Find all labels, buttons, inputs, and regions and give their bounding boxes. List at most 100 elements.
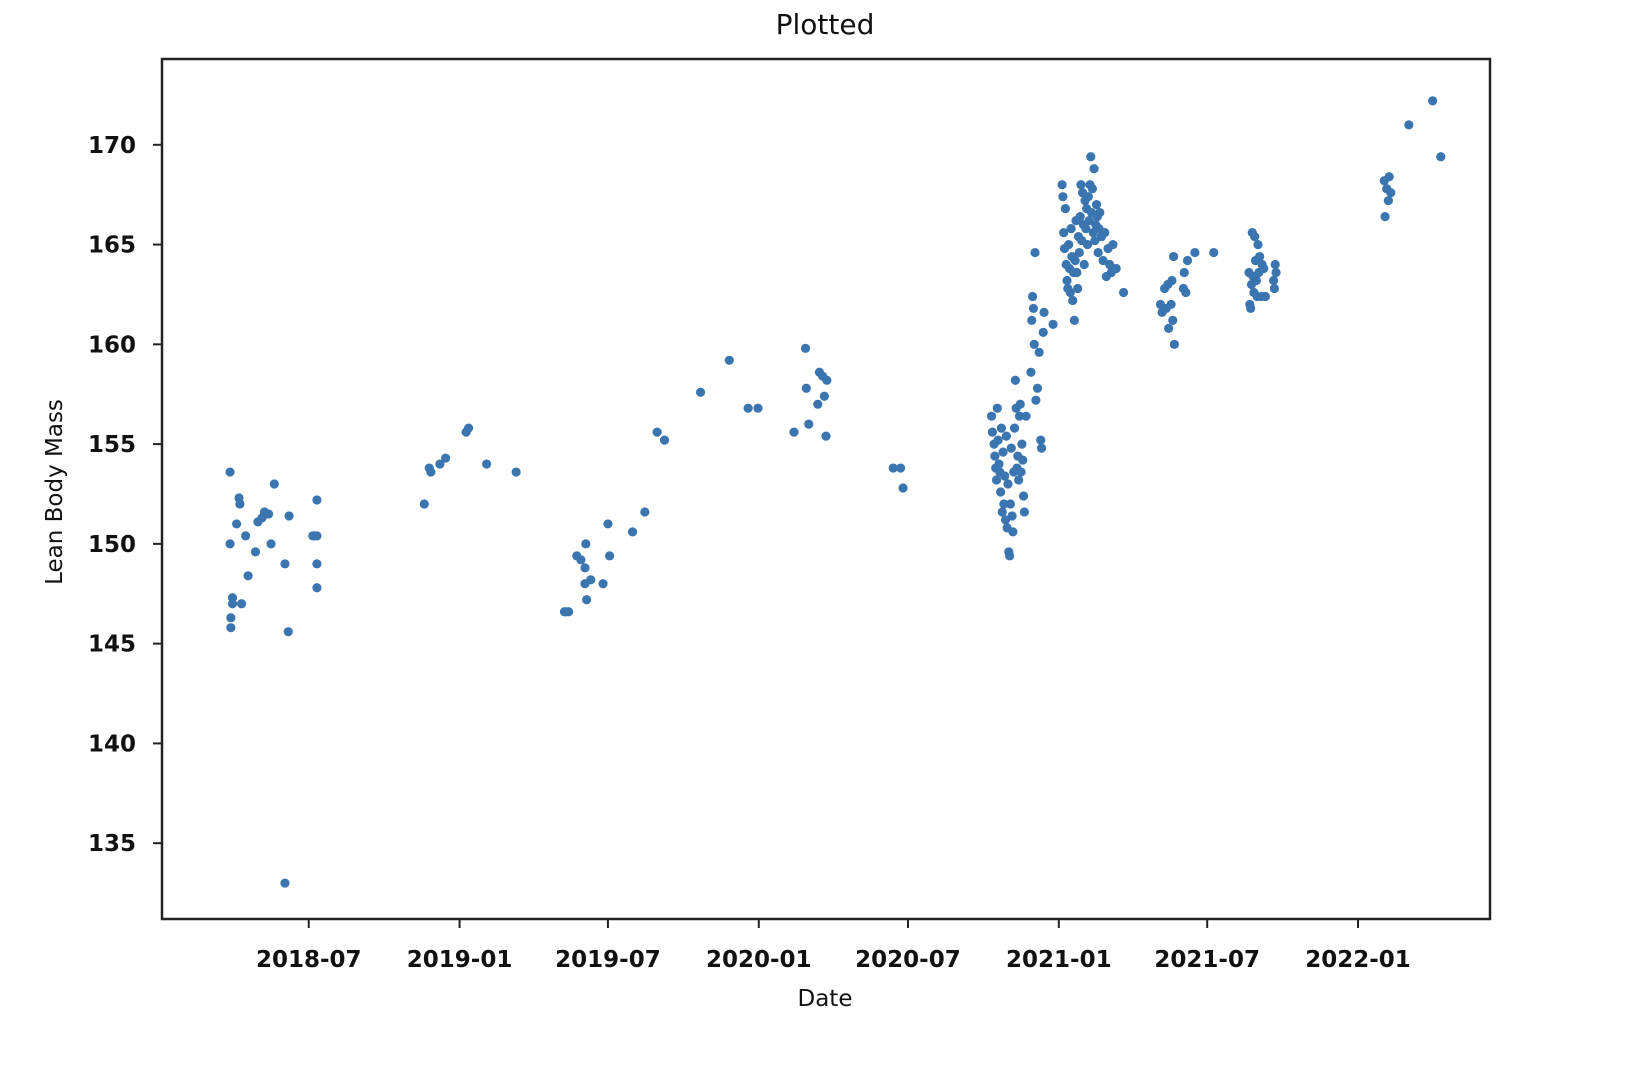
data-point [1036, 435, 1046, 445]
data-point [225, 539, 235, 549]
data-point [1111, 263, 1121, 274]
data-point [1065, 287, 1075, 298]
data-point [753, 403, 763, 413]
data-point [1209, 247, 1219, 258]
data-point [235, 499, 245, 509]
data-point [1181, 287, 1191, 298]
data-point [1386, 188, 1396, 198]
data-point [266, 539, 276, 549]
data-point [1073, 283, 1083, 294]
y-axis-label: Lean Body Mass [42, 399, 68, 585]
data-point [1167, 275, 1177, 286]
data-point [263, 509, 274, 519]
data-point [1076, 180, 1086, 190]
data-point [1269, 283, 1280, 294]
data-point [280, 559, 290, 569]
data-point [511, 467, 521, 477]
x-tick-label: 2022-01 [1305, 947, 1411, 973]
data-point [997, 507, 1007, 517]
chart-title: Plotted [776, 8, 875, 41]
data-point [441, 453, 451, 463]
data-point [1255, 251, 1265, 262]
data-point [1028, 303, 1038, 314]
y-tick-label: 155 [88, 432, 136, 458]
data-point [580, 563, 590, 573]
data-point [1059, 227, 1069, 238]
data-point [1000, 471, 1010, 481]
plot-frame [160, 57, 1492, 921]
data-point [236, 599, 247, 609]
data-point [1095, 208, 1105, 218]
data-point [1021, 411, 1031, 421]
data-point [695, 387, 706, 397]
data-point [280, 878, 290, 888]
data-point [225, 467, 235, 477]
data-point [1087, 184, 1098, 194]
data-point [598, 579, 608, 589]
data-point [804, 419, 814, 429]
data-point [819, 391, 829, 401]
data-point [1060, 204, 1070, 214]
data-point [991, 475, 1002, 485]
data-point [1250, 231, 1260, 242]
data-point [789, 427, 799, 437]
data-point [576, 555, 586, 565]
data-point [1017, 439, 1027, 449]
data-point [1057, 180, 1067, 190]
data-point [1081, 224, 1091, 234]
data-point [1108, 239, 1118, 250]
x-axis-label: Date [798, 986, 853, 1012]
data-point [1014, 475, 1024, 485]
x-tick-label: 2019-01 [407, 947, 513, 973]
data-points [225, 96, 1446, 888]
data-point [269, 479, 279, 489]
data-point [994, 459, 1004, 469]
data-point [463, 423, 474, 433]
data-point [1070, 255, 1080, 266]
data-point [1436, 152, 1446, 162]
data-point [1093, 247, 1103, 258]
x-tick-label: 2021-01 [1006, 947, 1112, 973]
data-point [435, 459, 445, 469]
data-point [1008, 527, 1018, 537]
data-point [1246, 303, 1256, 314]
data-point [586, 575, 596, 585]
data-point [1058, 192, 1068, 202]
data-point [1031, 395, 1041, 405]
data-point [1270, 259, 1280, 270]
data-point [1169, 339, 1179, 349]
data-point [284, 511, 294, 521]
data-point [992, 403, 1002, 413]
data-point [895, 463, 906, 473]
data-point [1027, 315, 1037, 325]
data-point [1404, 120, 1414, 130]
y-tick-label: 135 [88, 831, 136, 857]
x-tick-label: 2018-07 [256, 947, 362, 973]
data-point [1166, 299, 1176, 310]
data-point [1026, 367, 1036, 377]
data-point [813, 399, 823, 409]
data-point [1006, 443, 1016, 453]
y-tick-label: 150 [88, 532, 136, 558]
data-point [1383, 196, 1393, 206]
data-point [998, 447, 1008, 457]
y-tick-label: 140 [88, 731, 136, 757]
data-point [898, 483, 908, 493]
y-tick-label: 170 [88, 133, 136, 159]
data-point [659, 435, 670, 445]
data-point [1168, 251, 1179, 262]
data-point [1066, 224, 1076, 234]
data-point [627, 527, 638, 537]
data-point [1014, 411, 1025, 421]
data-point [226, 623, 236, 633]
data-point [1089, 164, 1099, 174]
data-point [1083, 192, 1093, 202]
data-point [1018, 455, 1028, 465]
data-point [312, 559, 322, 569]
data-point [419, 499, 429, 509]
data-point [1384, 172, 1394, 182]
y-tick-label: 165 [88, 233, 136, 259]
data-point [563, 607, 574, 617]
data-point [1253, 239, 1263, 250]
